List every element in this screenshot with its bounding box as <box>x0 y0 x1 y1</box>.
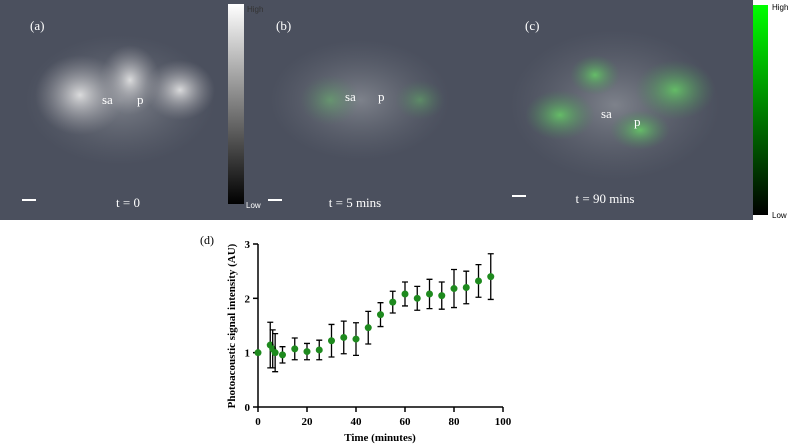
time-label: t = 90 mins <box>576 191 635 206</box>
annotation: p <box>634 114 641 129</box>
plot: 0 1 2 3 0 20 40 60 80 100 <box>245 239 512 428</box>
colorbar-high: High <box>772 3 788 12</box>
x-tick-label: 0 <box>255 416 261 428</box>
tissue <box>635 60 715 120</box>
data-point <box>254 349 262 357</box>
data-point <box>271 349 279 357</box>
data-point <box>364 324 372 332</box>
data-point <box>487 273 495 281</box>
data-point <box>438 292 446 300</box>
data-point <box>352 335 360 343</box>
time-label: t = 0 <box>116 195 140 210</box>
colorbar-green <box>753 5 768 215</box>
data-point <box>475 277 482 285</box>
colorbar-high: High <box>247 5 263 14</box>
tissue <box>610 110 670 150</box>
panel-label: (c) <box>525 18 539 33</box>
x-tick-label: 100 <box>495 416 512 428</box>
panel-label: (b) <box>276 18 291 33</box>
tissue <box>145 60 215 120</box>
x-tick-label: 60 <box>400 416 412 428</box>
colorbar-low: Low <box>772 211 787 220</box>
time-label: t = 5 mins <box>329 195 381 210</box>
data-point <box>401 290 409 298</box>
data-point <box>303 348 311 356</box>
tissue <box>100 45 160 115</box>
data-point <box>279 351 286 359</box>
tissue <box>570 55 620 95</box>
panel-label: (a) <box>30 18 44 33</box>
data-point <box>328 337 335 345</box>
y-tick-label: 3 <box>245 239 251 251</box>
data-point <box>413 294 421 302</box>
data-point <box>389 298 397 306</box>
data-point <box>426 290 433 298</box>
data-point <box>291 345 299 353</box>
x-tick-label: 80 <box>449 416 461 428</box>
y-tick-label: 0 <box>245 402 251 414</box>
colorbar-low: Low <box>246 201 261 210</box>
colorbar-gray <box>228 4 244 204</box>
tissue <box>395 80 445 120</box>
x-tick-label: 20 <box>302 416 314 428</box>
x-tick-label: 40 <box>351 416 363 428</box>
tissue <box>525 90 595 140</box>
y-tick-label: 2 <box>245 293 251 305</box>
data-point <box>450 285 458 293</box>
y-axis-title: Photoacoustic signal intensity (AU) <box>226 243 238 408</box>
annotation: p <box>137 92 144 107</box>
tissue <box>300 75 360 125</box>
data-point <box>377 311 384 319</box>
y-tick-label: 1 <box>245 348 251 360</box>
panel-label: (d) <box>200 233 214 247</box>
annotation: sa <box>345 89 356 104</box>
annotation: sa <box>601 106 612 121</box>
data-point <box>340 333 348 341</box>
data-point <box>462 283 470 291</box>
data-point <box>315 346 323 354</box>
annotation: sa <box>102 92 113 107</box>
annotation: p <box>378 89 385 104</box>
x-axis-title: Time (minutes) <box>344 432 416 444</box>
